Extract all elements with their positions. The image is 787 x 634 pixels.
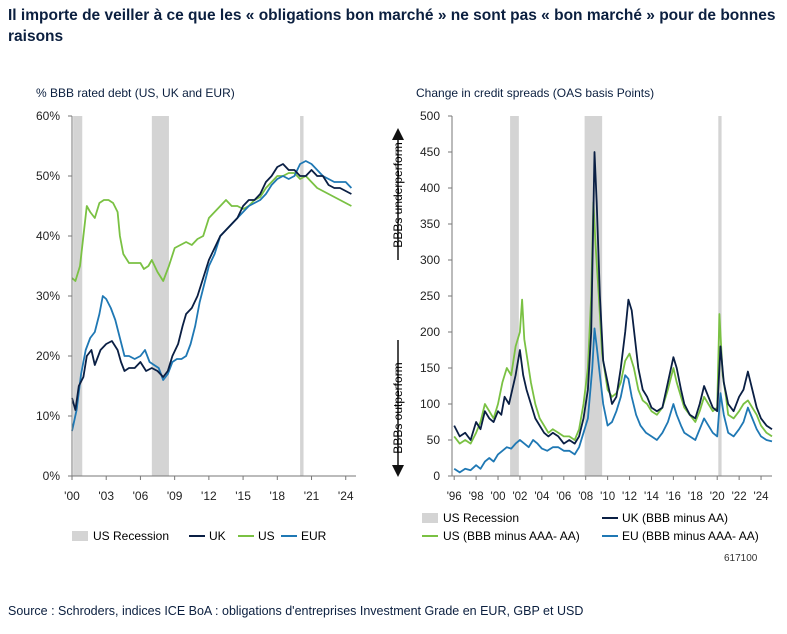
performance-annotation: BBBs underperform BBBs outperform: [391, 128, 405, 477]
outperform-label: BBBs outperform: [391, 362, 405, 453]
x-tick-label: '00: [64, 489, 80, 503]
y-tick-label: 60%: [36, 109, 60, 123]
y-tick-label: 20%: [36, 349, 60, 363]
x-tick-label: '24: [338, 489, 354, 503]
x-tick-label: '96: [447, 491, 462, 503]
y-tick-label: 400: [420, 181, 440, 195]
legend-us-label: US (BBB minus AAA- AA): [443, 529, 580, 543]
reference-number: 617100: [724, 553, 758, 564]
y-tick-label: 350: [420, 217, 440, 231]
y-tick-label: 50%: [36, 169, 60, 183]
y-tick-label: 100: [420, 397, 440, 411]
y-tick-label: 0%: [43, 469, 61, 483]
series-line-eur: [71, 160, 353, 432]
x-tick-label: '18: [688, 491, 703, 503]
y-tick-label: 300: [420, 253, 440, 267]
legend-recession-swatch: [72, 531, 88, 541]
y-tick-label: 150: [420, 361, 440, 375]
y-tick-label: 10%: [36, 409, 60, 423]
x-tick-label: '98: [469, 491, 484, 503]
x-tick-label: '09: [167, 489, 183, 503]
x-tick-label: '14: [644, 491, 660, 503]
left-chart: % BBB rated debt (US, UK and EUR) 0% 10% 2…: [36, 86, 356, 543]
up-arrow-icon: [392, 128, 404, 140]
left-chart-title: % BBB rated debt (US, UK and EUR): [36, 86, 235, 100]
legend-recession-swatch: [422, 513, 438, 523]
legend-uk-label: UK (BBB minus AA): [622, 511, 728, 525]
recession-band: [73, 116, 83, 476]
x-tick-label: '22: [732, 491, 747, 503]
y-tick-label: 40%: [36, 229, 60, 243]
y-tick-label: 450: [420, 145, 440, 159]
x-tick-label: '08: [578, 491, 593, 503]
x-tick-label: '24: [754, 491, 770, 503]
left-legend: US Recession UK US EUR: [72, 529, 327, 543]
recession-band: [300, 116, 304, 476]
legend-eur-label: EUR: [301, 529, 327, 543]
x-tick-label: '16: [666, 491, 681, 503]
y-tick-label: 30%: [36, 289, 60, 303]
legend-us-label: US: [258, 529, 275, 543]
x-tick-label: '06: [556, 491, 571, 503]
x-tick-label: '02: [512, 491, 527, 503]
y-tick-label: 500: [420, 109, 440, 123]
y-tick-label: 50: [427, 433, 441, 447]
y-tick-label: 250: [420, 289, 440, 303]
x-tick-label: '04: [534, 491, 550, 503]
right-chart-title: Change in credit spreads (OAS basis Poin…: [416, 86, 654, 100]
legend-recession-label: US Recession: [93, 529, 169, 543]
recession-band: [510, 116, 519, 476]
recession-band: [151, 116, 169, 476]
x-tick-label: '12: [622, 491, 637, 503]
page-title: Il importe de veiller à ce que les « obl…: [8, 7, 776, 45]
x-tick-label: '21: [304, 489, 320, 503]
right-legend: US Recession UK (BBB minus AA) US (BBB m…: [422, 511, 759, 543]
series-line-uk: [71, 163, 352, 411]
series-line-uk: [453, 151, 773, 445]
x-tick-label: '20: [710, 491, 725, 503]
source-note: Source : Schroders, indices ICE BoA : ob…: [8, 604, 584, 618]
down-arrow-icon: [392, 465, 404, 477]
x-tick-label: '10: [600, 491, 615, 503]
right-chart: Change in credit spreads (OAS basis Poin…: [391, 86, 773, 543]
y-tick-label: 0: [433, 469, 440, 483]
series-line-us: [71, 172, 352, 282]
legend-eur-label: EU (BBB minus AAA- AA): [622, 529, 759, 543]
x-tick-label: '00: [491, 491, 506, 503]
x-tick-label: '15: [235, 489, 251, 503]
x-tick-label: '03: [98, 489, 114, 503]
y-tick-label: 200: [420, 325, 440, 339]
x-tick-label: '18: [269, 489, 285, 503]
x-tick-label: '12: [201, 489, 217, 503]
recession-band: [718, 116, 722, 476]
legend-recession-label: US Recession: [443, 511, 519, 525]
series-line-eur: [453, 327, 773, 474]
underperform-label: BBBs underperform: [391, 142, 405, 247]
x-tick-label: '06: [133, 489, 149, 503]
legend-uk-label: UK: [209, 529, 226, 543]
